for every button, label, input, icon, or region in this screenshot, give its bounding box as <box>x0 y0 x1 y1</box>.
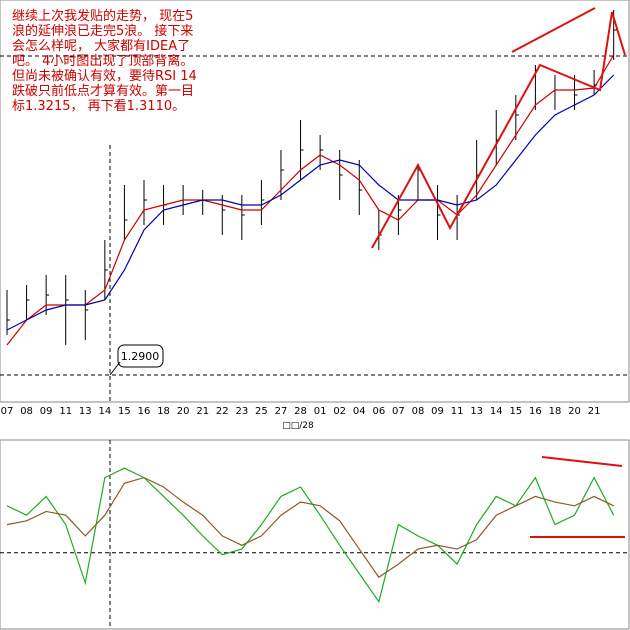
trend-line <box>511 7 596 53</box>
callout-box <box>117 344 164 368</box>
rsi-panel <box>0 439 630 630</box>
x-tick-label: 11 <box>59 406 72 417</box>
annotation-line: 吧。 4小时图出现了顶部背离。 <box>12 53 193 69</box>
x-tick-label: 09 <box>431 406 444 417</box>
x-tick-label: 21 <box>196 406 209 417</box>
moving-average <box>6 74 615 331</box>
x-tick-label: 18 <box>157 406 170 417</box>
x-tick-label: 13 <box>470 406 483 417</box>
price-panel <box>0 0 630 403</box>
x-tick-label: 07 <box>392 406 405 417</box>
x-tick-label: 07 <box>1 406 14 417</box>
x-tick-label: 16 <box>529 406 542 417</box>
x-tick-label: 15 <box>509 406 522 417</box>
x-tick-label: 20 <box>568 406 581 417</box>
annotation-line: 标1.3215， 再下看1.3110。 <box>12 98 185 114</box>
x-tick-label: 11 <box>451 406 464 417</box>
annotation-line: 浪的延伸浪已走完5浪。 接下来 <box>12 23 193 39</box>
x-tick-label: 02 <box>333 406 346 417</box>
x-tick-label: 20 <box>177 406 190 417</box>
rsi-trend-line <box>541 456 623 467</box>
annotation-line: 继续上次我发贴的走势， 现在5 <box>12 8 193 24</box>
x-tick-label: 28 <box>294 406 307 417</box>
annotation-line: 会怎么样呢， 大家都有IDEA了 <box>12 38 190 54</box>
moving-average <box>6 54 615 346</box>
x-tick-label: 13 <box>79 406 92 417</box>
x-tick-label: 15 <box>118 406 131 417</box>
wave-lines <box>371 11 626 249</box>
callout-pointer <box>109 361 121 376</box>
x-tick-label: 16 <box>138 406 151 417</box>
x-tick-label: 04 <box>353 406 366 417</box>
month-label: □□/28 <box>282 421 314 431</box>
marks <box>0 10 629 604</box>
x-tick-label: 08 <box>20 406 33 417</box>
x-tick-label: 18 <box>549 406 562 417</box>
x-tick-label: 25 <box>255 406 268 417</box>
x-tick-label: 09 <box>40 406 53 417</box>
x-tick-label: 14 <box>490 406 503 417</box>
x-tick-label: 22 <box>216 406 229 417</box>
x-tick-label: 01 <box>314 406 327 417</box>
annotation-line: 跌破只前低点才算有效。第一目 <box>12 83 194 99</box>
rsi-line <box>6 476 614 579</box>
callout-label: 1.2900 <box>121 350 160 363</box>
annotation-line: 但尚未被确认有效，要待RSI 14 <box>12 69 197 84</box>
x-tick-label: 14 <box>98 406 111 417</box>
x-tick-label: 06 <box>372 406 385 417</box>
x-tick-label: 21 <box>588 406 601 417</box>
x-tick-label: 27 <box>275 406 288 417</box>
x-tick-label: 08 <box>412 406 425 417</box>
x-tick-label: 23 <box>235 406 248 417</box>
rsi-line <box>6 467 615 604</box>
